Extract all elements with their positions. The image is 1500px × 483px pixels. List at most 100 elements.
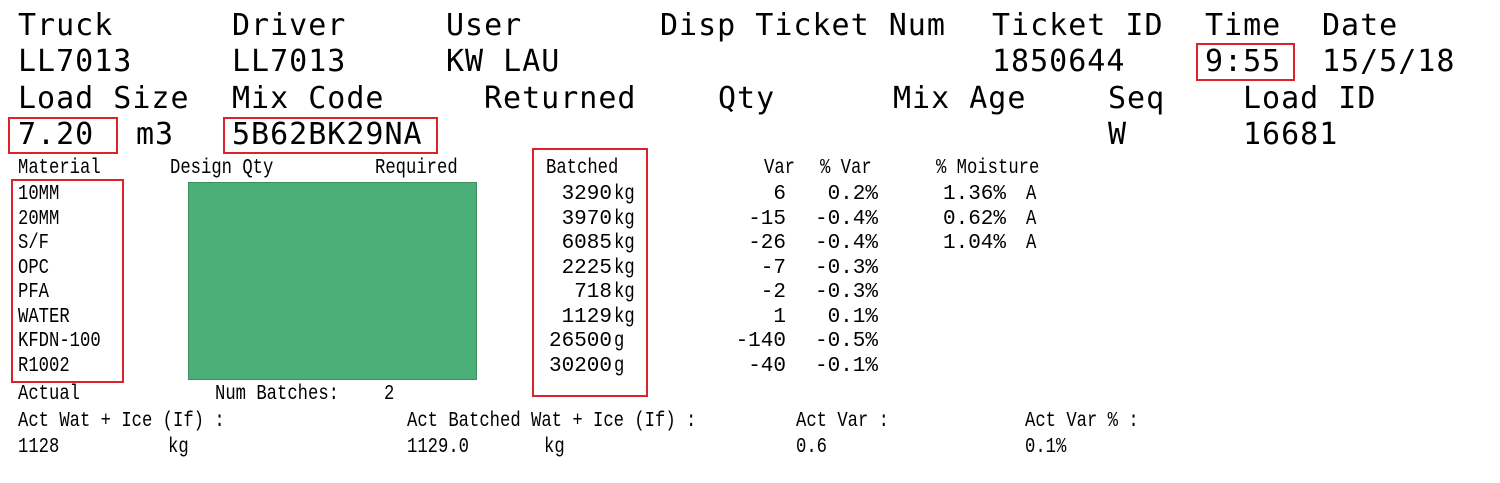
mix-code-value: 5B62BK29NA: [232, 117, 423, 152]
pct-moisture-header: % Moisture: [936, 157, 1040, 180]
table-row-var: -140: [735, 330, 786, 353]
table-row-pct-var: -0.4%: [814, 207, 878, 231]
table-row-unit: kg: [614, 256, 635, 280]
table-row-var: -2: [760, 281, 786, 304]
table-row-unit: kg: [614, 305, 635, 329]
time-highlight-box: [1196, 43, 1295, 81]
table-row-batched: 30200: [548, 354, 612, 378]
moisture-column: 1.36% 0.62% 1.04%: [930, 183, 1006, 257]
material-header: Material: [18, 157, 101, 180]
num-batches-label: Num Batches:: [215, 383, 340, 406]
table-row-unit: g: [614, 330, 625, 353]
load-size-highlight-box: [8, 117, 118, 154]
load-id-value: 16681: [1243, 117, 1339, 152]
material-highlight-box: [11, 179, 124, 383]
returned-label: Returned: [484, 81, 637, 116]
table-row-var: -40: [748, 354, 786, 378]
table-row-pct-var: 0.2%: [827, 183, 878, 206]
load-id-label: Load ID: [1243, 81, 1377, 116]
table-row-moisture: 0.62%: [942, 207, 1006, 231]
actual-label: Actual: [18, 383, 81, 406]
load-size-value: 7.20: [18, 117, 95, 152]
table-row-batched: 6085: [561, 232, 612, 255]
seq-value: W: [1108, 117, 1128, 152]
table-row-batched: 1129: [561, 305, 612, 329]
table-row-material: OPC: [18, 256, 50, 280]
num-batches-value: 2: [384, 383, 395, 406]
batched-highlight-box: [532, 148, 648, 397]
table-row-pct-var: -0.1%: [814, 354, 878, 378]
pct-var-header: % Var: [820, 157, 872, 180]
mix-age-label: Mix Age: [893, 81, 1027, 116]
table-row-material: 20MM: [18, 207, 60, 231]
required-header: Required: [375, 157, 458, 180]
table-row-moisture: 1.04%: [942, 232, 1006, 255]
table-row-unit: kg: [614, 232, 635, 255]
table-row-unit: kg: [614, 183, 635, 206]
act-wat-label: Act Wat + Ice (If) :: [18, 410, 225, 433]
table-row-var: 1: [773, 305, 786, 329]
act-batched-label: Act Batched Wat + Ice (If) :: [407, 410, 697, 433]
table-row-material: S/F: [18, 232, 50, 255]
act-var-pct-label: Act Var % :: [1025, 410, 1139, 433]
batched-units-column: kg kg kg kg kg kg g g: [614, 183, 639, 379]
table-row-batched: 2225: [561, 256, 612, 280]
table-row-material: 10MM: [18, 183, 60, 206]
disp-ticket-num-label: Disp Ticket Num: [660, 8, 946, 43]
table-row-flag: A: [1026, 232, 1037, 255]
table-row-unit: kg: [614, 207, 635, 231]
table-row-pct-var: 0.1%: [827, 305, 878, 329]
truck-label: Truck: [18, 8, 114, 43]
table-row-batched: 3970: [561, 207, 612, 231]
act-var-value: 0.6: [796, 436, 828, 459]
truck-value: LL7013: [18, 44, 133, 79]
act-var-pct-value: 0.1%: [1025, 436, 1067, 459]
table-row-var: -15: [748, 207, 786, 231]
mix-code-label: Mix Code: [232, 81, 385, 116]
table-row-material: KFDN-100: [18, 330, 101, 353]
table-row-material: R1002: [18, 354, 70, 378]
table-row-unit: g: [614, 354, 625, 378]
table-row-batched: 3290: [561, 183, 612, 206]
material-column: 10MM 20MM S/F OPC PFA WATER KFDN-100 R10…: [18, 183, 119, 379]
design-qty-header: Design Qty: [170, 157, 274, 180]
seq-label: Seq: [1108, 81, 1166, 116]
act-wat-value: 1128: [18, 436, 60, 459]
table-row-material: PFA: [18, 281, 50, 304]
date-label: Date: [1322, 8, 1399, 43]
table-row-batched: 718: [574, 281, 612, 304]
act-var-label: Act Var :: [796, 410, 890, 433]
table-row-moisture: 1.36%: [942, 183, 1006, 206]
act-batched-unit: kg: [544, 436, 565, 459]
mix-code-highlight-box: [223, 117, 438, 154]
driver-label: Driver: [232, 8, 347, 43]
qty-label: Qty: [718, 81, 776, 116]
table-row-pct-var: -0.3%: [814, 281, 878, 304]
act-wat-unit: kg: [168, 436, 189, 459]
act-batched-value: 1129.0: [407, 436, 470, 459]
var-column: 6 -15 -26 -7 -2 1 -140 -40: [722, 183, 786, 379]
table-row-flag: A: [1026, 207, 1037, 231]
var-header: Var: [764, 157, 796, 180]
redaction-block: [188, 182, 477, 380]
time-value: 9:55: [1205, 44, 1282, 79]
table-row-batched: 26500: [548, 330, 612, 353]
time-label: Time: [1205, 8, 1282, 43]
batched-header: Batched: [546, 157, 619, 180]
moisture-flag-column: A A A: [1026, 183, 1039, 257]
table-row-pct-var: -0.5%: [814, 330, 878, 353]
load-size-unit: m3: [136, 117, 175, 152]
load-size-label: Load Size: [18, 81, 190, 116]
table-row-flag: A: [1026, 183, 1037, 206]
user-label: User: [446, 8, 523, 43]
ticket-id-label: Ticket ID: [992, 8, 1164, 43]
user-value: KW LAU: [446, 44, 561, 79]
table-row-var: -7: [760, 256, 786, 280]
pct-var-column: 0.2% -0.4% -0.4% -0.3% -0.3% 0.1% -0.5% …: [800, 183, 878, 379]
table-row-unit: kg: [614, 281, 635, 304]
table-row-material: WATER: [18, 305, 70, 329]
table-row-pct-var: -0.3%: [814, 256, 878, 280]
date-value: 15/5/18: [1322, 44, 1456, 79]
table-row-var: -26: [748, 232, 786, 255]
table-row-var: 6: [773, 183, 786, 206]
